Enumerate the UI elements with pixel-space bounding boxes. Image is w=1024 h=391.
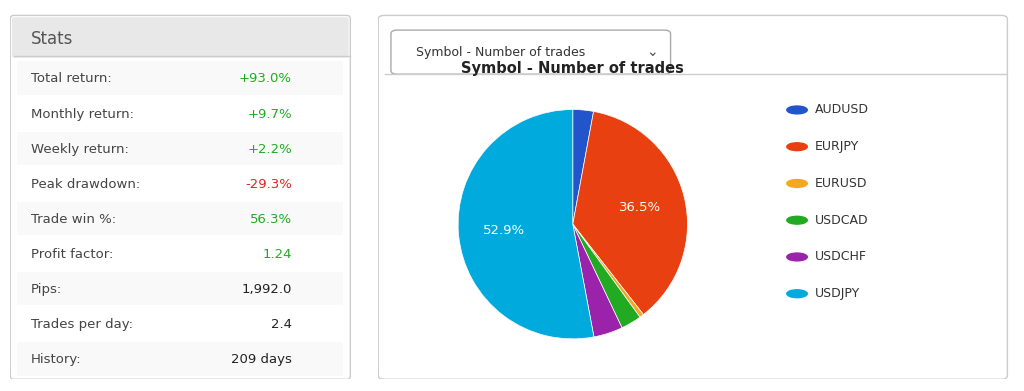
Text: -29.3%: -29.3% xyxy=(245,178,292,191)
FancyBboxPatch shape xyxy=(12,17,348,57)
FancyBboxPatch shape xyxy=(17,272,343,305)
Text: Pips:: Pips: xyxy=(31,283,62,296)
Text: 52.9%: 52.9% xyxy=(483,224,525,237)
Wedge shape xyxy=(572,224,643,317)
FancyBboxPatch shape xyxy=(378,15,1008,379)
Text: 1.24: 1.24 xyxy=(262,248,292,261)
Text: Total return:: Total return: xyxy=(31,72,112,85)
FancyBboxPatch shape xyxy=(10,15,350,379)
Text: History:: History: xyxy=(31,353,82,366)
FancyBboxPatch shape xyxy=(17,61,343,95)
FancyBboxPatch shape xyxy=(391,30,671,74)
Text: Profit factor:: Profit factor: xyxy=(31,248,114,261)
Wedge shape xyxy=(458,109,594,339)
Text: Peak drawdown:: Peak drawdown: xyxy=(31,178,140,191)
FancyBboxPatch shape xyxy=(17,202,343,235)
Text: USDCAD: USDCAD xyxy=(814,214,868,227)
Text: 56.3%: 56.3% xyxy=(250,213,292,226)
Wedge shape xyxy=(572,224,640,328)
Text: EURUSD: EURUSD xyxy=(814,177,867,190)
Wedge shape xyxy=(572,109,594,224)
Wedge shape xyxy=(572,224,622,337)
Text: USDJPY: USDJPY xyxy=(814,287,860,300)
Text: ⌄: ⌄ xyxy=(646,45,657,59)
Wedge shape xyxy=(572,111,687,314)
Text: EURJPY: EURJPY xyxy=(814,140,859,153)
Text: +2.2%: +2.2% xyxy=(247,143,292,156)
FancyBboxPatch shape xyxy=(17,167,343,200)
Text: Monthly return:: Monthly return: xyxy=(31,108,134,120)
Text: +93.0%: +93.0% xyxy=(239,72,292,85)
Text: +9.7%: +9.7% xyxy=(248,108,292,120)
FancyBboxPatch shape xyxy=(17,132,343,165)
Text: USDCHF: USDCHF xyxy=(814,251,866,264)
FancyBboxPatch shape xyxy=(17,307,343,341)
Text: 36.5%: 36.5% xyxy=(618,201,660,214)
Text: Symbol - Number of trades: Symbol - Number of trades xyxy=(417,46,586,59)
Text: Stats: Stats xyxy=(31,30,74,48)
Text: AUDUSD: AUDUSD xyxy=(814,104,868,117)
Text: 2.4: 2.4 xyxy=(271,318,292,331)
Title: Symbol - Number of trades: Symbol - Number of trades xyxy=(462,61,684,75)
FancyBboxPatch shape xyxy=(17,342,343,376)
Text: Trades per day:: Trades per day: xyxy=(31,318,133,331)
Text: Trade win %:: Trade win %: xyxy=(31,213,116,226)
Text: 1,992.0: 1,992.0 xyxy=(242,283,292,296)
Text: 209 days: 209 days xyxy=(231,353,292,366)
FancyBboxPatch shape xyxy=(17,237,343,270)
Text: Weekly return:: Weekly return: xyxy=(31,143,129,156)
FancyBboxPatch shape xyxy=(17,97,343,130)
